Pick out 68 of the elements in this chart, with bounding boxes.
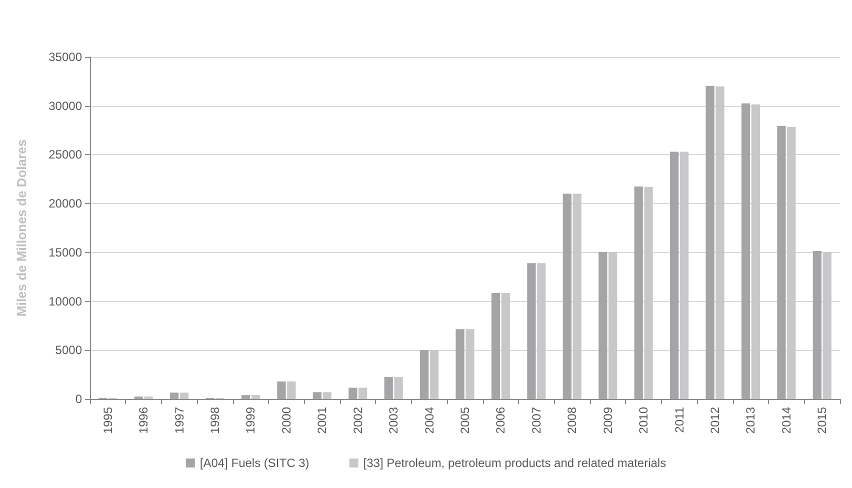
legend-label: [A04] Fuels (SITC 3) xyxy=(200,456,310,470)
x-tick-label: 2013 xyxy=(744,406,758,434)
bar xyxy=(598,252,608,399)
x-tick-label: 2000 xyxy=(279,406,294,434)
bar xyxy=(180,392,189,399)
y-tick-label: 0 xyxy=(75,392,82,406)
x-tick-label: 2008 xyxy=(565,406,580,434)
bar xyxy=(537,263,546,399)
x-tick-label: 1998 xyxy=(208,406,222,434)
bar xyxy=(420,350,429,399)
bar xyxy=(170,392,179,399)
bar xyxy=(456,329,464,399)
y-tick-label: 15000 xyxy=(48,245,82,260)
x-tick-label: 2009 xyxy=(600,406,615,434)
y-tick-label: 20000 xyxy=(48,196,82,211)
x-tick-label: 2012 xyxy=(708,406,722,434)
bar xyxy=(812,250,822,399)
y-tick-label: 30000 xyxy=(48,98,82,113)
bar xyxy=(572,194,582,399)
bar xyxy=(716,86,724,399)
x-tick-label: 2011 xyxy=(672,406,686,433)
y-axis-title: Miles de Millones de Dolares xyxy=(14,140,29,316)
bar xyxy=(251,395,260,399)
bar xyxy=(777,126,786,399)
bar xyxy=(670,152,679,399)
bar xyxy=(751,104,760,399)
x-tick-label: 2014 xyxy=(779,406,794,434)
y-tick-label: 5000 xyxy=(55,343,82,358)
bar xyxy=(241,395,250,399)
bar xyxy=(348,388,358,399)
bar xyxy=(287,381,296,399)
bar xyxy=(527,263,536,399)
x-tick-label: 1996 xyxy=(136,406,151,434)
bar xyxy=(277,381,286,399)
bar xyxy=(822,252,832,399)
bar xyxy=(322,392,332,399)
bar xyxy=(787,126,796,399)
bar xyxy=(384,377,393,399)
bar xyxy=(706,86,714,399)
x-tick-label: 2006 xyxy=(494,406,508,434)
bar xyxy=(394,377,403,399)
bar xyxy=(430,350,439,399)
bar xyxy=(680,152,689,399)
y-tick-label: 10000 xyxy=(48,294,82,308)
x-tick-label: 2005 xyxy=(458,406,472,434)
x-tick-label: 2002 xyxy=(350,406,365,434)
x-tick-label: 2003 xyxy=(386,406,401,434)
bar xyxy=(358,388,368,399)
bar xyxy=(644,186,653,399)
bar xyxy=(562,194,572,399)
x-tick-label: 1995 xyxy=(100,406,115,434)
bar xyxy=(466,329,474,399)
bar xyxy=(741,103,750,399)
x-tick-label: 2001 xyxy=(315,406,330,434)
y-tick-label: 25000 xyxy=(48,148,82,162)
bar xyxy=(312,392,322,399)
x-tick-label: 1999 xyxy=(244,406,258,434)
legend-label: [33] Petroleum, petroleum products and related materials xyxy=(363,456,666,470)
y-tick-label: 35000 xyxy=(48,50,82,64)
x-tick-label: 2010 xyxy=(636,406,651,434)
bar xyxy=(501,292,510,399)
x-tick-label: 2004 xyxy=(422,406,436,434)
bar xyxy=(634,186,643,399)
bar xyxy=(491,292,500,399)
x-tick-label: 2007 xyxy=(529,406,544,434)
bar xyxy=(608,252,618,399)
x-tick-label: 1997 xyxy=(172,406,186,434)
x-tick-label: 2015 xyxy=(815,406,830,434)
